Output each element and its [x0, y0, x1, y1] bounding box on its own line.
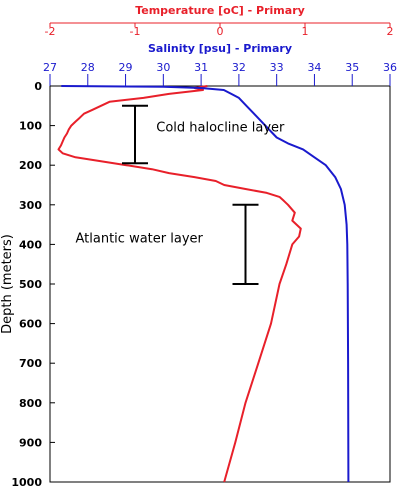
salinity-tick-label: 36 [383, 61, 397, 74]
temperature-tick-label: 2 [387, 25, 394, 38]
salinity-tick-label: 33 [270, 61, 284, 74]
salinity-tick-label: 34 [307, 61, 321, 74]
depth-tick-label: 1000 [11, 476, 42, 489]
salinity-tick-label: 35 [345, 61, 359, 74]
salinity-tick-label: 28 [81, 61, 95, 74]
salinity-tick-label: 32 [232, 61, 246, 74]
depth-tick-label: 200 [19, 159, 42, 172]
depth-tick-label: 900 [19, 436, 42, 449]
depth-tick-label: 800 [19, 397, 42, 410]
salinity-tick-label: 30 [156, 61, 170, 74]
depth-tick-label: 600 [19, 318, 42, 331]
temperature-profile-line [57, 85, 302, 483]
temperature-tick-label: 1 [302, 25, 309, 38]
depth-tick-label: 300 [19, 199, 42, 212]
salinity-profile-line [61, 85, 350, 483]
temperature-tick-label: -2 [45, 25, 56, 38]
temperature-tick-label: -1 [130, 25, 141, 38]
salinity-axis-title: Salinity [psu] - Primary [148, 42, 292, 55]
temperature-axis-title: Temperature [oC] - Primary [135, 4, 305, 17]
depth-tick-label: 400 [19, 238, 42, 251]
salinity-tick-label: 27 [43, 61, 57, 74]
annotation-label: Cold halocline layer [156, 121, 285, 136]
depth-tick-label: 0 [34, 80, 42, 93]
axes: Temperature [oC] - Primary -2 -1 0 1 2 Salinit… [0, 4, 397, 489]
salinity-tick-label: 31 [194, 61, 208, 74]
salinity-tick-label: 29 [119, 61, 133, 74]
depth-tick-label: 700 [19, 357, 42, 370]
plot-area [49, 85, 391, 483]
depth-tick-label: 100 [19, 120, 42, 133]
annotations: Cold halocline layer Atlantic water layer [76, 104, 285, 285]
depth-tick-label: 500 [19, 278, 42, 291]
annotation-label: Atlantic water layer [76, 231, 204, 246]
temperature-tick-label: 0 [217, 25, 224, 38]
depth-axis-title: Depth (meters) [0, 234, 15, 334]
series [57, 85, 350, 483]
